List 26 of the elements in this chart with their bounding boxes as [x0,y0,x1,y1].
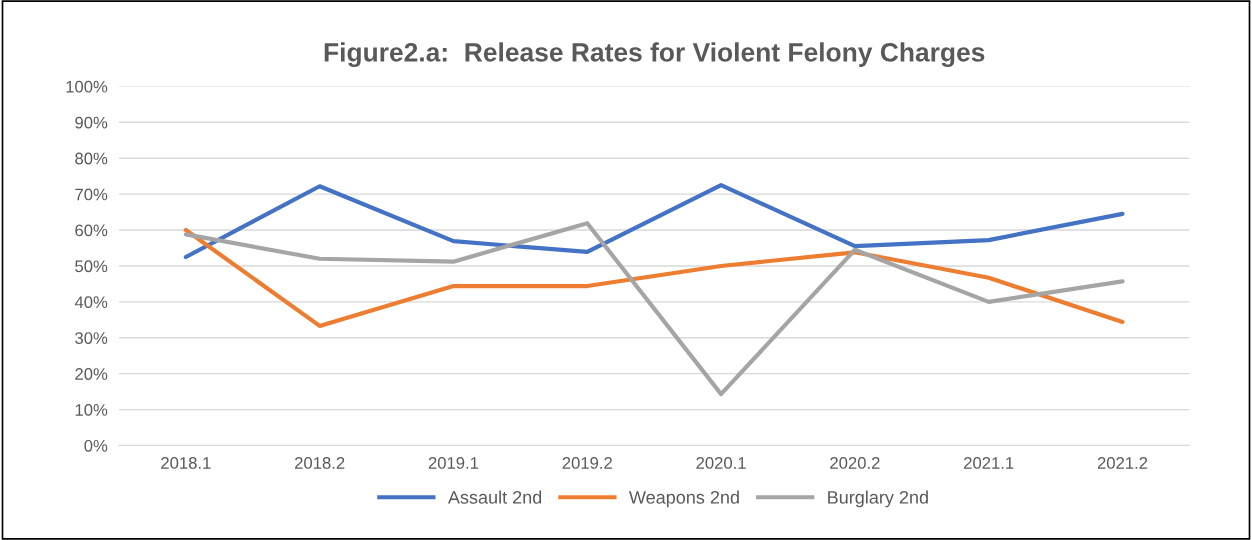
legend-label: Burglary 2nd [828,490,928,508]
y-tick-label: 50% [75,260,108,273]
y-tick-label: 90% [75,116,108,129]
x-tick-label: 2020.2 [830,457,880,469]
y-tick-label: 80% [75,152,108,165]
line-series [183,183,1125,260]
legend-label: Assault 2nd [447,490,542,504]
y-tick-label: 60% [75,224,108,237]
legend-label: Weapons 2nd [629,490,739,508]
x-tick-label: 2019.1 [428,457,479,469]
y-tick-label: 40% [74,296,108,309]
x-tick-label: 2021.1 [964,457,1014,469]
chart-title: Figure2.a: Release Rates for Violent Felony Charges [324,42,985,67]
line-series [183,221,1125,397]
y-tick-label: 100% [66,80,108,93]
x-tick-label: 2021.2 [1097,457,1148,469]
y-tick-label: 0% [84,439,108,452]
y-tick-label: 70% [75,188,108,201]
y-tick-label: 20% [75,368,108,380]
x-tick-label: 2018.2 [295,457,345,469]
y-tick-label: 30% [75,332,108,344]
y-tick-label: 10% [75,403,108,416]
x-tick-label: 2020.1 [696,457,746,469]
x-tick-label: 2018.1 [161,457,211,469]
line-series [183,227,1125,329]
x-tick-label: 2019.2 [562,457,612,469]
